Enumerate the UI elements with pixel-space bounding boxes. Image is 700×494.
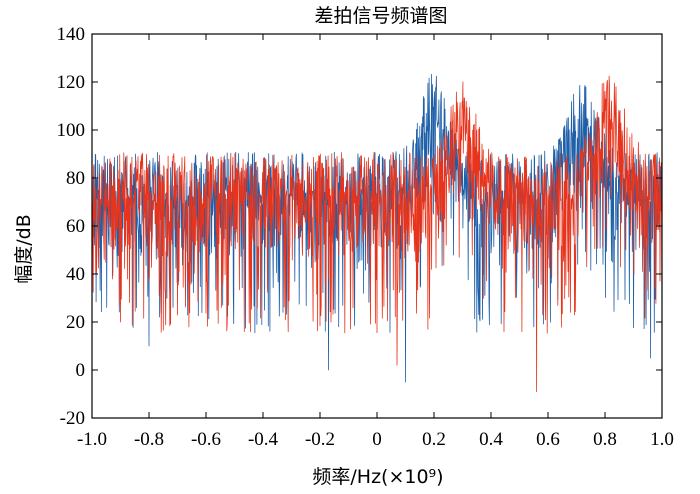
y-tick-label: 40: [66, 264, 85, 285]
y-tick-label: 0: [76, 360, 86, 381]
x-tick-label: 0.8: [593, 429, 617, 450]
series-line-red: [91, 75, 663, 392]
x-tick-label: 0: [372, 429, 382, 450]
y-tick-label: 20: [66, 312, 85, 333]
x-tick-label: -0.4: [248, 429, 279, 450]
x-tick-label: 1.0: [650, 429, 674, 450]
axis-tick-labels: -1.0 -0.8 -0.6 -0.4 -0.2 0 0.2 0.4 0.6 0.8 1.0 -20 0…: [57, 24, 674, 450]
x-tick-label: -0.2: [305, 429, 335, 450]
x-tick-label: -0.6: [191, 429, 221, 450]
y-tick-label: 120: [57, 72, 86, 93]
y-tick-label: -20: [60, 408, 85, 429]
x-axis-title: 频率/Hz(×10⁹): [312, 466, 443, 488]
x-tick-label: -0.8: [134, 429, 164, 450]
axis-ticks: [91, 33, 663, 419]
y-axis-title: 幅度/dB: [13, 214, 35, 284]
y-tick-label: 100: [57, 120, 86, 141]
x-tick-label: 0.4: [479, 429, 503, 450]
x-tick-label: 0.2: [422, 429, 446, 450]
y-tick-label: 60: [66, 216, 85, 237]
plot-series-group: [91, 73, 663, 392]
y-tick-label: 80: [66, 168, 85, 189]
y-tick-label: 140: [57, 24, 86, 45]
x-tick-label: -1.0: [77, 429, 107, 450]
x-tick-label: 0.6: [536, 429, 560, 450]
chart-title: 差拍信号频谱图: [314, 5, 447, 27]
